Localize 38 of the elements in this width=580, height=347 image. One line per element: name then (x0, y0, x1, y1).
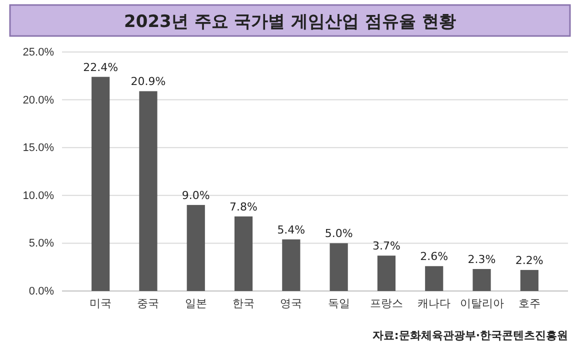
bar (186, 204, 205, 291)
bar (425, 266, 444, 291)
data-label: 2.3% (468, 253, 496, 266)
x-tick-label: 독일 (328, 298, 350, 310)
x-tick-label: 미국 (90, 298, 112, 310)
x-tick-label: 영국 (280, 298, 302, 310)
bar (139, 91, 158, 291)
x-tick-label: 프랑스 (370, 298, 403, 310)
x-tick-label: 이탈리아 (460, 298, 504, 310)
data-label: 7.8% (230, 200, 258, 214)
bar (282, 239, 300, 291)
data-label: 3.7% (372, 240, 400, 253)
data-label: 2.6% (420, 250, 448, 264)
y-tick-label: 25.0% (22, 46, 54, 59)
y-tick-label: 0.0% (28, 286, 54, 298)
chart-title: 2023년 주요 국가별 게임산업 점유율 현황 (124, 12, 456, 32)
y-tick-label: 5.0% (28, 238, 54, 250)
bar (234, 216, 253, 291)
data-label: 20.9% (130, 75, 166, 88)
bar (92, 76, 110, 291)
data-label: 2.2% (515, 254, 544, 267)
y-tick-label: 15.0% (22, 142, 54, 154)
data-label: 22.4% (83, 60, 118, 74)
x-tick-label: 일본 (184, 298, 207, 310)
text: 자료:문화체육관광부·한국콘텐츠진흥원 (372, 329, 568, 342)
data-label: 5.0% (324, 227, 353, 240)
x-tick-label: 중국 (137, 298, 160, 310)
bar (330, 243, 348, 291)
x-tick-label: 호주 (518, 298, 540, 310)
data-label: 5.4% (277, 223, 306, 236)
data-label: 9.0% (182, 188, 210, 202)
x-tick-label: 한국 (232, 298, 255, 310)
y-tick-label: 10.0% (22, 190, 54, 202)
bar (377, 256, 396, 291)
bar (472, 269, 491, 291)
bar (520, 270, 538, 291)
y-tick-label: 20.0% (22, 94, 54, 106)
x-tick-label: 캐나다 (418, 298, 451, 310)
